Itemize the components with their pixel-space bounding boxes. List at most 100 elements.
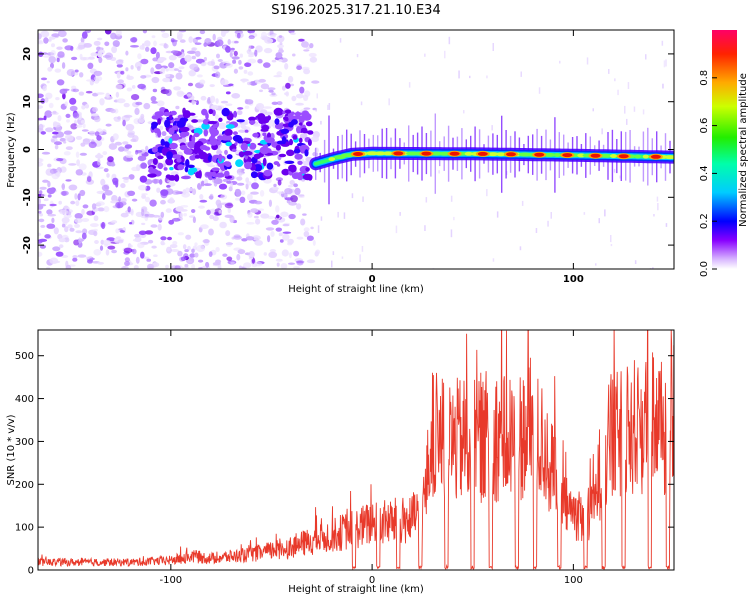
noise-blob [309, 43, 314, 49]
noise-blob [281, 249, 289, 257]
spectrogram-y-tick-label: 10 [22, 95, 33, 109]
noise-streak [388, 98, 390, 106]
snr-y-tick-label: 400 [15, 394, 34, 405]
noise-blob [39, 213, 43, 217]
noise-blob [208, 228, 214, 236]
noise-streak [316, 93, 318, 99]
ridge-highlight [383, 151, 394, 156]
noise-blob [276, 35, 285, 43]
noise-blob [203, 42, 208, 47]
noise-blob [275, 258, 283, 262]
noise-blob [288, 262, 295, 265]
noise-blob [150, 96, 157, 102]
noise-blob [70, 200, 76, 205]
noise-blob [247, 71, 254, 76]
noise-blob [192, 216, 196, 223]
noise-blob [72, 257, 78, 262]
noise-blob [209, 84, 215, 88]
cluster-blob [151, 121, 159, 127]
noise-blob [200, 95, 207, 101]
noise-blob [111, 249, 117, 254]
noise-blob [46, 223, 56, 229]
noise-blob [107, 156, 114, 163]
noise-streak [351, 193, 354, 199]
cluster-blob [266, 162, 274, 170]
cluster-blob [286, 149, 295, 157]
noise-blob [169, 244, 178, 249]
noise-blob [250, 191, 259, 195]
cluster-blob [231, 148, 237, 152]
cluster-blob [293, 148, 301, 154]
noise-blob [61, 217, 70, 224]
noise-blob [199, 79, 206, 85]
noise-blob [39, 186, 47, 190]
cluster-blob [289, 164, 297, 173]
noise-blob [236, 110, 243, 116]
noise-blob [39, 190, 43, 195]
noise-blob [246, 222, 255, 225]
noise-blob [265, 227, 275, 231]
noise-blob [40, 131, 46, 135]
noise-blob [184, 54, 192, 63]
noise-blob [135, 256, 140, 264]
noise-blob [238, 129, 247, 133]
noise-blob [157, 223, 162, 231]
noise-streak [492, 258, 495, 262]
cluster-blob [303, 113, 308, 118]
cluster-blob [193, 132, 200, 138]
ridge-highlight [543, 152, 556, 157]
noise-blob [81, 208, 85, 215]
cluster-blob [273, 107, 284, 116]
noise-streak [327, 104, 329, 110]
noise-blob [75, 230, 83, 234]
noise-blob [160, 240, 165, 246]
noise-blob [38, 162, 44, 167]
cluster-blob [191, 119, 199, 123]
noise-blob [78, 91, 85, 96]
noise-blob [150, 224, 158, 228]
noise-blob [309, 56, 318, 63]
noise-blob [189, 253, 196, 258]
noise-blob [226, 256, 233, 262]
noise-blob [233, 234, 241, 238]
noise-blob [271, 59, 277, 63]
noise-blob [137, 242, 145, 249]
noise-blob [100, 178, 106, 186]
noise-blob [86, 79, 95, 82]
noise-blob [65, 146, 73, 151]
noise-blob [114, 141, 122, 146]
noise-blob [228, 186, 233, 192]
noise-blob [68, 184, 78, 191]
snr-y-tick-label: 200 [15, 480, 34, 491]
cluster-blob [164, 119, 171, 128]
noise-blob [284, 63, 289, 70]
noise-blob [85, 90, 93, 94]
noise-blob [220, 79, 229, 86]
noise-blob [280, 263, 288, 269]
noise-blob [165, 68, 169, 72]
noise-blob [75, 200, 80, 207]
noise-blob [81, 129, 89, 132]
noise-blob [183, 213, 188, 217]
noise-blob [163, 42, 167, 49]
noise-blob [303, 107, 311, 110]
noise-blob [123, 102, 130, 108]
noise-blob [235, 197, 240, 201]
ridge-spot [449, 151, 460, 156]
noise-blob [79, 189, 86, 197]
noise-blob [217, 59, 223, 62]
noise-blob [125, 50, 129, 56]
noise-blob [208, 195, 214, 200]
noise-blob [202, 265, 207, 269]
noise-blob [260, 31, 268, 39]
noise-blob [139, 45, 145, 50]
ridge-spot [477, 151, 488, 156]
noise-blob [104, 30, 112, 35]
spectrogram-y-axis-label: Frequency (Hz) [6, 112, 17, 188]
noise-blob [302, 213, 307, 216]
cluster-blob [157, 129, 162, 138]
noise-blob [89, 257, 95, 261]
noise-blob [225, 103, 233, 106]
noise-blob [72, 112, 80, 119]
noise-blob [247, 30, 255, 34]
